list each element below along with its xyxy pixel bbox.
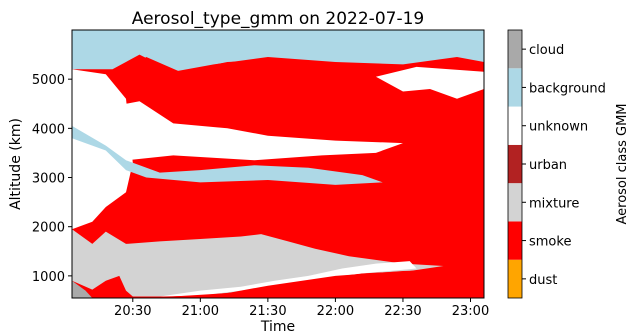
region-unknown-5 [375, 66, 484, 99]
y-tick-label: 4000 [32, 122, 65, 137]
x-tick-label: 22:30 [384, 304, 421, 319]
colorbar-frame [507, 29, 523, 299]
region-cloud-8 [72, 280, 93, 298]
y-axis-label: Altitude (km) [8, 118, 24, 210]
x-axis-label: Time [260, 319, 295, 333]
colorbar-swatch-smoke [508, 221, 522, 260]
x-tick-label: 22:00 [317, 304, 354, 319]
colorbar-swatch-urban [508, 144, 522, 184]
x-axis: 20:30 21:00 21:30 22:00 22:30 23:00 [114, 298, 489, 319]
region-unknown-4 [72, 101, 403, 161]
region-background-0 [72, 30, 484, 72]
colorbar-label-background: background [529, 81, 606, 96]
y-axis: 1000 2000 3000 4000 5000 [32, 73, 72, 285]
y-tick-label: 5000 [32, 73, 65, 88]
colorbar-swatch-unknown [508, 106, 522, 145]
colorbar-swatch-background [508, 68, 522, 107]
colorbar-label-cloud: cloud [529, 43, 564, 58]
x-tick-label: 23:00 [452, 304, 489, 319]
colorbar-label: Aerosol class GMM [615, 103, 630, 224]
colorbar-label-smoke: smoke [529, 235, 571, 250]
colorbar-swatch-mixture [508, 183, 522, 222]
x-tick-label: 21:30 [249, 304, 286, 319]
x-tick-label: 20:30 [114, 304, 151, 319]
region-background-3 [72, 125, 383, 185]
plot-area [72, 30, 484, 298]
colorbar-label-unknown: unknown [529, 120, 588, 135]
colorbar-swatch-cloud [508, 30, 522, 69]
plot-frame [71, 29, 485, 299]
region-unknown-7 [159, 261, 417, 297]
region-mixture-6 [72, 229, 444, 297]
y-tick-label: 3000 [32, 172, 65, 187]
y-tick-label: 2000 [32, 221, 65, 236]
chart-title: Aerosol_type_gmm on 2022-07-19 [132, 9, 424, 29]
region-smoke-9 [99, 268, 484, 298]
x-tick-label: 21:00 [182, 304, 219, 319]
colorbar: dust smoke mixture urban unknown background cl… [507, 29, 606, 299]
colorbar-label-mixture: mixture [529, 196, 579, 211]
colorbar-label-urban: urban [529, 158, 567, 173]
colorbar-label-dust: dust [529, 273, 557, 288]
colorbar-swatch-dust [508, 259, 522, 298]
y-tick-label: 1000 [32, 270, 65, 285]
